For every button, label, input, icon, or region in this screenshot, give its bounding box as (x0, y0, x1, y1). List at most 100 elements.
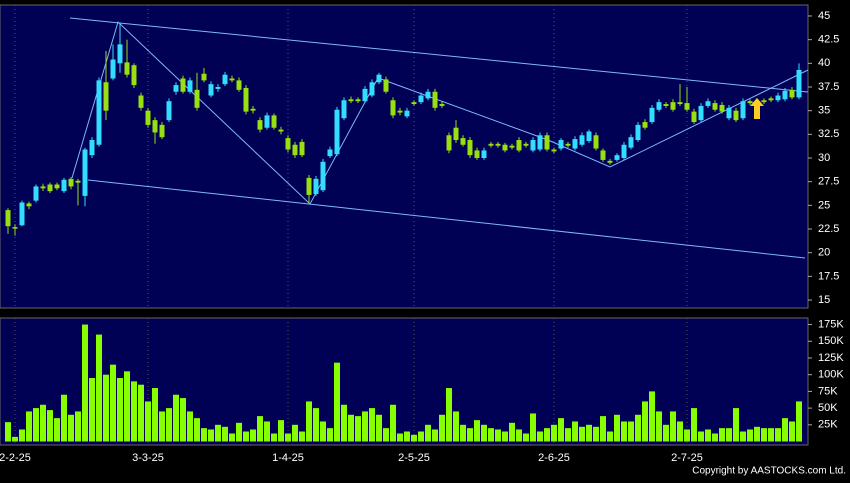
candle-body (425, 91, 431, 99)
volume-bar (586, 424, 592, 442)
candle-body (635, 124, 641, 141)
y-tick-label: 35 (818, 105, 830, 117)
candle-body (390, 100, 396, 116)
candle-body (649, 107, 655, 123)
candle-body (75, 180, 81, 183)
volume-bar (467, 428, 473, 442)
candle-body (432, 91, 438, 108)
volume-bar (355, 416, 361, 442)
candle-body (397, 110, 403, 113)
volume-bar (754, 426, 760, 442)
volume-bar (509, 422, 515, 442)
y-tick-label: 32.5 (818, 128, 839, 140)
volume-bar (257, 416, 263, 442)
volume-bar (516, 429, 522, 442)
candle-body (117, 44, 123, 64)
volume-bar (229, 433, 235, 442)
candle-body (40, 186, 46, 189)
volume-bar (215, 424, 221, 442)
candle-body (194, 89, 200, 108)
candle-body (628, 137, 634, 148)
candle-body (446, 135, 452, 151)
volume-bar (278, 420, 284, 442)
arrow-icon (750, 98, 764, 119)
volume-bar (663, 424, 669, 442)
candle-body (474, 150, 480, 159)
y-tick-label: 22.5 (818, 223, 839, 235)
volume-tick-label: 150K (818, 335, 844, 347)
volume-bar (425, 424, 431, 442)
volume-bar (201, 428, 207, 442)
candle-body (600, 150, 606, 160)
volume-bar (474, 420, 480, 442)
volume-bar (460, 424, 466, 442)
volume-bar (271, 433, 277, 442)
volume-bar (208, 429, 214, 442)
volume-bar (565, 428, 571, 442)
price-panel (0, 4, 809, 309)
y-tick-label: 17.5 (818, 270, 839, 282)
candle-body (180, 78, 186, 92)
candle-body (439, 104, 445, 106)
candle-body (726, 107, 732, 119)
y-tick-label: 30 (818, 152, 830, 164)
candle-body (453, 127, 459, 141)
candle-body (691, 111, 697, 123)
volume-bar (453, 411, 459, 442)
y-tick-label: 20 (818, 247, 830, 259)
y-tick-label: 37.5 (818, 81, 839, 93)
volume-bar (117, 378, 123, 442)
volume-bar (243, 431, 249, 442)
volume-bar (621, 421, 627, 442)
volume-bar (502, 431, 508, 442)
volume-bar (33, 408, 39, 442)
x-tick-label: 3-3-25 (132, 452, 164, 464)
candle-body (131, 65, 137, 86)
volume-bar (558, 418, 564, 442)
volume-tick-label: 175K (818, 318, 844, 330)
candle-body (12, 227, 18, 229)
volume-bar (194, 418, 200, 442)
volume-bar (719, 428, 725, 442)
volume-bar (264, 421, 270, 442)
volume-bar (138, 384, 144, 442)
volume-bar (551, 424, 557, 442)
volume-bar (376, 414, 382, 442)
candle-body (257, 120, 263, 130)
volume-bar (733, 408, 739, 442)
candle-body (579, 135, 585, 145)
candle-body (383, 79, 389, 92)
candle-body (761, 100, 767, 103)
volume-bar (628, 421, 634, 442)
candle-body (523, 143, 529, 146)
candle-body (516, 140, 522, 151)
volume-bar (54, 418, 60, 442)
candle-body (54, 184, 60, 189)
volume-bar (775, 428, 781, 442)
volume-bar (432, 429, 438, 442)
candle-body (558, 140, 564, 149)
upper-channel (69, 17, 809, 93)
candle-body (61, 179, 67, 192)
volume-bar (47, 410, 53, 442)
candle-body (152, 120, 158, 133)
volume-bar (110, 364, 116, 442)
candle-body (82, 149, 88, 196)
volume-bar (572, 421, 578, 442)
candle-body (684, 103, 690, 110)
candle-body (236, 80, 242, 90)
marks (5, 22, 802, 442)
volume-bar (236, 422, 242, 442)
candle-body (145, 110, 151, 125)
volume-bar (89, 378, 95, 442)
volume-bar (5, 422, 11, 442)
volume-bar (677, 421, 683, 442)
volume-bar (82, 324, 88, 442)
candle-body (747, 101, 753, 104)
candle-body (47, 184, 53, 192)
volume-bar (103, 374, 109, 442)
volume-bar (726, 428, 732, 442)
candle-body (544, 135, 550, 150)
volume-bar (670, 411, 676, 442)
volume-bar (656, 411, 662, 442)
